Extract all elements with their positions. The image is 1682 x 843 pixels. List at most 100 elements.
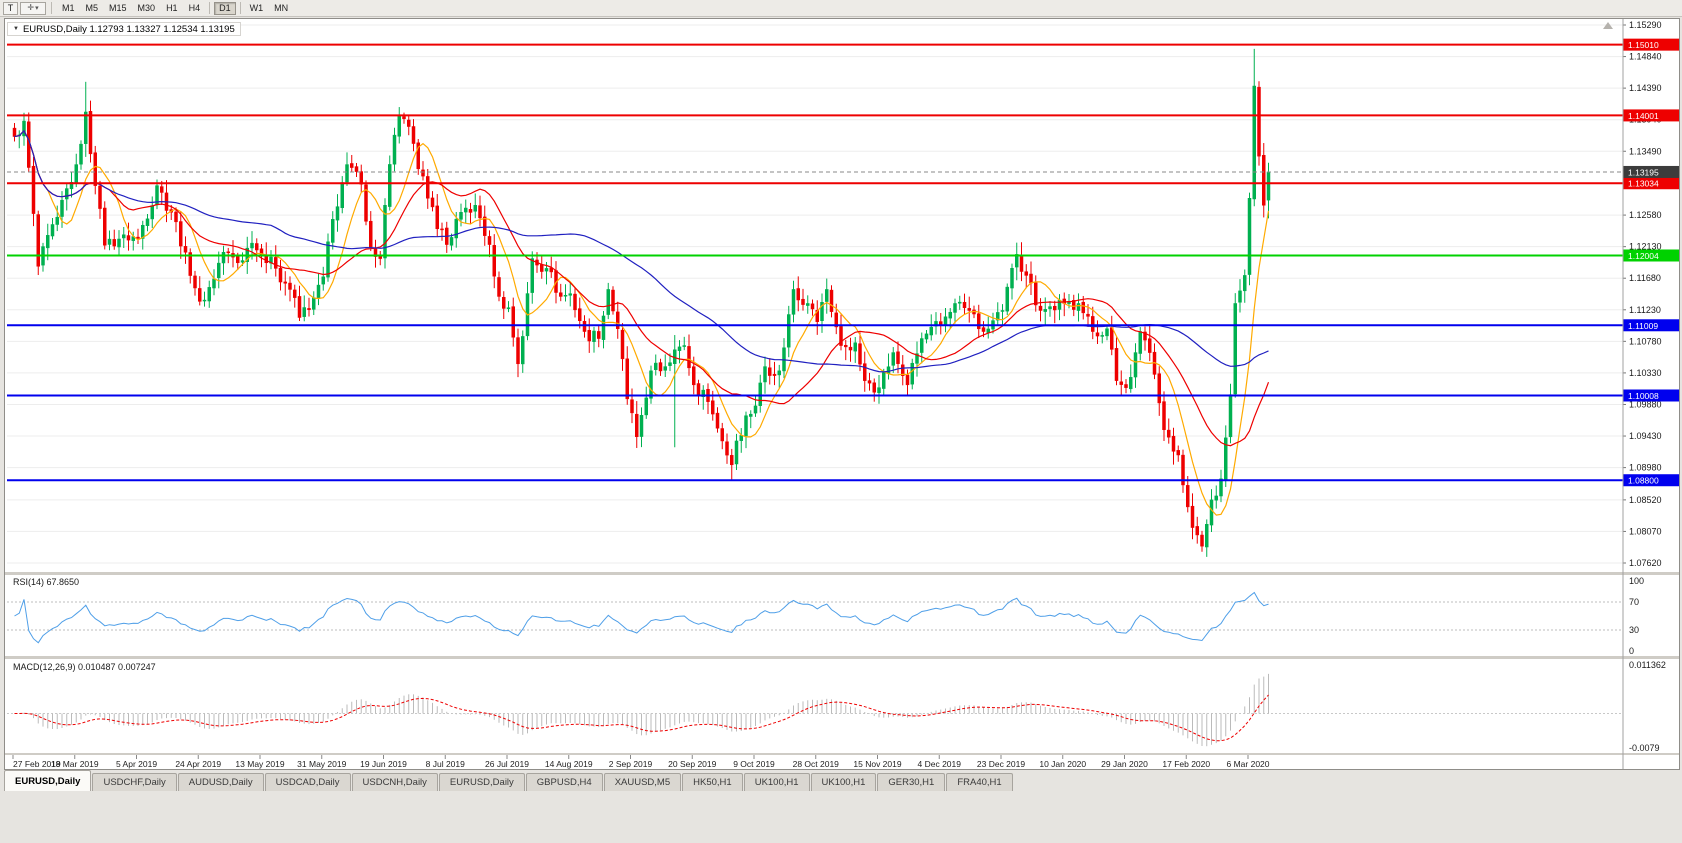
current-price-badge <box>1623 165 1679 178</box>
svg-text:1.08800: 1.08800 <box>1628 476 1659 486</box>
svg-text:6 Mar 2020: 6 Mar 2020 <box>1227 759 1270 769</box>
svg-text:1.10780: 1.10780 <box>1629 336 1662 346</box>
timeframe-button-m15[interactable]: M15 <box>109 3 127 13</box>
chart-svg[interactable]: 1.152901.148401.143901.139401.134901.130… <box>5 19 1679 769</box>
svg-text:100: 100 <box>1629 576 1644 586</box>
svg-text:29 Jan 2020: 29 Jan 2020 <box>1101 759 1148 769</box>
svg-text:31 May 2019: 31 May 2019 <box>297 759 346 769</box>
timeframe-buttons: M1 M5 M15 M30 H1 H4 D1 W1 MN <box>57 1 293 15</box>
chevron-down-icon: ▾ <box>35 4 39 12</box>
svg-text:1.07620: 1.07620 <box>1629 558 1662 568</box>
macd-signal-line <box>14 694 1269 742</box>
hline-badge-1.08800 <box>1623 474 1679 487</box>
cursor-tool-button[interactable]: ✛ ▾ <box>20 1 46 15</box>
svg-text:-0.0079: -0.0079 <box>1629 743 1660 753</box>
chart-title-text: EURUSD,Daily 1.12793 1.13327 1.12534 1.1… <box>22 23 235 35</box>
toolbar-separator <box>239 2 241 14</box>
svg-text:19 Jun 2019: 19 Jun 2019 <box>360 759 407 769</box>
chart-tab-audusd-daily[interactable]: AUDUSD,Daily <box>177 773 264 791</box>
svg-text:20 Sep 2019: 20 Sep 2019 <box>668 759 716 769</box>
svg-text:1.12130: 1.12130 <box>1629 242 1662 252</box>
hline-badge-1.13034 <box>1623 177 1679 190</box>
svg-text:24 Apr 2019: 24 Apr 2019 <box>175 759 221 769</box>
timeframe-button-m30[interactable]: M30 <box>137 3 156 13</box>
svg-text:1.11009: 1.11009 <box>1628 321 1658 331</box>
svg-text:1.09430: 1.09430 <box>1629 431 1662 441</box>
svg-text:1.12580: 1.12580 <box>1629 210 1662 220</box>
chart-tab-eurusd-daily[interactable]: EURUSD,Daily <box>438 773 525 791</box>
horizontal-levels: 1.15010 1.14001 1.13034 1.12004 1.11009 1.100… <box>7 38 1679 487</box>
rsi-line <box>14 591 1269 644</box>
timeframe-button-m1[interactable]: M1 <box>62 3 75 13</box>
svg-text:1.13490: 1.13490 <box>1629 146 1662 156</box>
svg-text:0.011362: 0.011362 <box>1629 660 1666 670</box>
hline-badge-1.15010 <box>1623 38 1679 51</box>
hline-badge-1.10008 <box>1623 389 1679 402</box>
ma-line-8 <box>14 129 1270 516</box>
ma-line-21 <box>14 129 1270 447</box>
chart-tab-uk100-h1[interactable]: UK100,H1 <box>810 773 877 791</box>
svg-text:26 Jul 2019: 26 Jul 2019 <box>485 759 529 769</box>
chart-title[interactable]: ▼ EURUSD,Daily 1.12793 1.13327 1.12534 1… <box>7 22 241 36</box>
panel-separator[interactable] <box>5 572 1679 575</box>
toolbar-separator <box>51 2 52 14</box>
chart-tab-usdchf-daily[interactable]: USDCHF,Daily <box>92 773 177 791</box>
chart-window[interactable]: 1.152901.148401.143901.139401.134901.130… <box>4 18 1680 770</box>
svg-text:27 Feb 2019: 27 Feb 2019 <box>13 759 61 769</box>
hline-badge-1.14001 <box>1623 109 1679 122</box>
svg-text:70: 70 <box>1629 597 1639 607</box>
svg-text:0: 0 <box>1629 646 1634 656</box>
svg-text:1.11680: 1.11680 <box>1629 273 1661 283</box>
macd-label: MACD(12,26,9) 0.010487 0.007247 <box>11 662 158 672</box>
svg-text:18 Mar 2019: 18 Mar 2019 <box>51 759 99 769</box>
toolbar-separator <box>209 2 211 14</box>
panel-separator[interactable] <box>5 656 1679 659</box>
svg-text:1.10008: 1.10008 <box>1628 391 1659 401</box>
chart-shift-marker[interactable] <box>1603 22 1613 29</box>
hline-badge-1.12004 <box>1623 249 1679 262</box>
template-button[interactable]: T <box>3 1 18 15</box>
svg-text:1.13195: 1.13195 <box>1628 167 1659 177</box>
svg-text:14 Aug 2019: 14 Aug 2019 <box>545 759 593 769</box>
chart-tab-eurusd-daily[interactable]: EURUSD,Daily <box>4 770 92 791</box>
svg-text:28 Oct 2019: 28 Oct 2019 <box>793 759 840 769</box>
svg-text:1.08520: 1.08520 <box>1629 495 1662 505</box>
svg-text:13 May 2019: 13 May 2019 <box>235 759 284 769</box>
svg-text:1.08980: 1.08980 <box>1629 463 1662 473</box>
chart-tab-uk100-h1[interactable]: UK100,H1 <box>743 773 810 791</box>
svg-text:1.15010: 1.15010 <box>1628 40 1659 50</box>
chart-tab-usdcad-daily[interactable]: USDCAD,Daily <box>264 773 351 791</box>
svg-text:17 Feb 2020: 17 Feb 2020 <box>1162 759 1210 769</box>
timeframe-button-h1[interactable]: H1 <box>166 3 178 13</box>
hline-badge-1.11009 <box>1623 319 1679 332</box>
chart-tab-hk50-h1[interactable]: HK50,H1 <box>682 773 743 791</box>
timeframe-button-w1[interactable]: W1 <box>249 3 264 13</box>
timeframe-button-mn[interactable]: MN <box>274 3 289 13</box>
chart-tab-xauusd-m5[interactable]: XAUUSD,M5 <box>603 773 682 791</box>
svg-text:1.12004: 1.12004 <box>1628 251 1659 261</box>
candles-layer <box>12 48 1271 557</box>
svg-text:1.10330: 1.10330 <box>1629 368 1662 378</box>
price-axis[interactable]: 1.152901.148401.143901.139401.134901.130… <box>7 20 1662 568</box>
svg-text:1.14001: 1.14001 <box>1628 111 1659 121</box>
panel-separator[interactable] <box>5 753 1679 755</box>
timeframe-toolbar: T ✛ ▾ M1 M5 M15 M30 H1 H4 D1 W1 MN <box>0 0 1682 17</box>
chart-tab-gbpusd-h4[interactable]: GBPUSD,H4 <box>525 773 603 791</box>
collapse-ohlc-icon[interactable]: ▼ <box>13 26 19 32</box>
timeframe-button-h4[interactable]: H4 <box>188 3 201 13</box>
svg-text:1.13034: 1.13034 <box>1628 179 1659 189</box>
chart-tab-ger30-h1[interactable]: GER30,H1 <box>877 773 946 791</box>
svg-text:1.11230: 1.11230 <box>1629 305 1661 315</box>
svg-text:4 Dec 2019: 4 Dec 2019 <box>918 759 962 769</box>
chart-tab-fra40-h1[interactable]: FRA40,H1 <box>946 773 1013 791</box>
svg-text:1.09880: 1.09880 <box>1629 399 1662 409</box>
timeframe-button-d1[interactable]: D1 <box>214 1 236 15</box>
crosshair-icon: ✛ <box>27 3 35 12</box>
svg-text:1.08070: 1.08070 <box>1629 526 1662 536</box>
timeframe-button-m5[interactable]: M5 <box>85 3 99 13</box>
svg-text:2 Sep 2019: 2 Sep 2019 <box>609 759 653 769</box>
chart-tabs: EURUSD,Daily USDCHF,Daily AUDUSD,Daily USDC… <box>4 770 1678 791</box>
chart-tab-usdcnh-daily[interactable]: USDCNH,Daily <box>351 773 438 791</box>
